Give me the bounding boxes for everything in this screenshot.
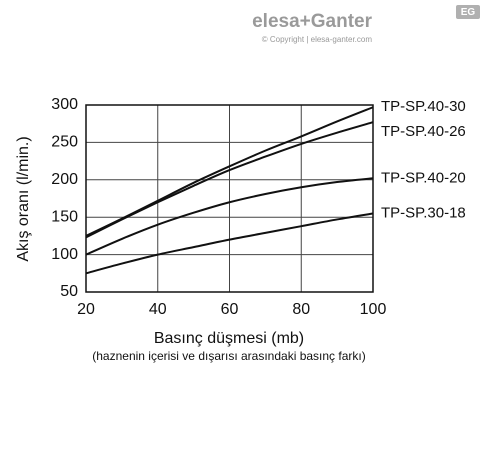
x-tick-label: 40 bbox=[149, 301, 167, 318]
plot-frame bbox=[85, 104, 374, 293]
series-line bbox=[85, 121, 374, 239]
x-axis-label: Basınç düşmesi (mb) bbox=[154, 330, 304, 347]
brand-logo: elesa+Ganter bbox=[252, 11, 372, 32]
x-axis-note: (haznenin içerisi ve dışarısı arasındaki… bbox=[92, 349, 365, 363]
y-tick-label: 50 bbox=[60, 283, 78, 300]
series-line bbox=[85, 177, 374, 256]
x-tick-label: 60 bbox=[221, 301, 239, 318]
series-label: TP-SP.40-30 bbox=[381, 98, 466, 115]
x-tick-label: 20 bbox=[77, 301, 95, 318]
y-tick-label: 250 bbox=[51, 134, 78, 151]
series-line bbox=[85, 212, 374, 275]
series-label: TP-SP.30-18 bbox=[381, 204, 466, 221]
y-axis-label: Akış oranı (l/min.) bbox=[15, 136, 32, 261]
series-label: TP-SP.40-26 bbox=[381, 123, 466, 140]
copyright: © Copyright | elesa-ganter.com bbox=[262, 35, 373, 44]
badge-box bbox=[456, 5, 480, 19]
y-tick-label: 200 bbox=[51, 171, 78, 188]
badge: EG bbox=[461, 7, 476, 18]
x-tick-label: 80 bbox=[292, 301, 310, 318]
y-tick-label: 100 bbox=[51, 246, 78, 263]
y-tick-label: 300 bbox=[51, 96, 78, 113]
x-tick-label: 100 bbox=[360, 301, 387, 318]
series-label: TP-SP.40-20 bbox=[381, 169, 466, 186]
y-tick-label: 150 bbox=[51, 208, 78, 225]
